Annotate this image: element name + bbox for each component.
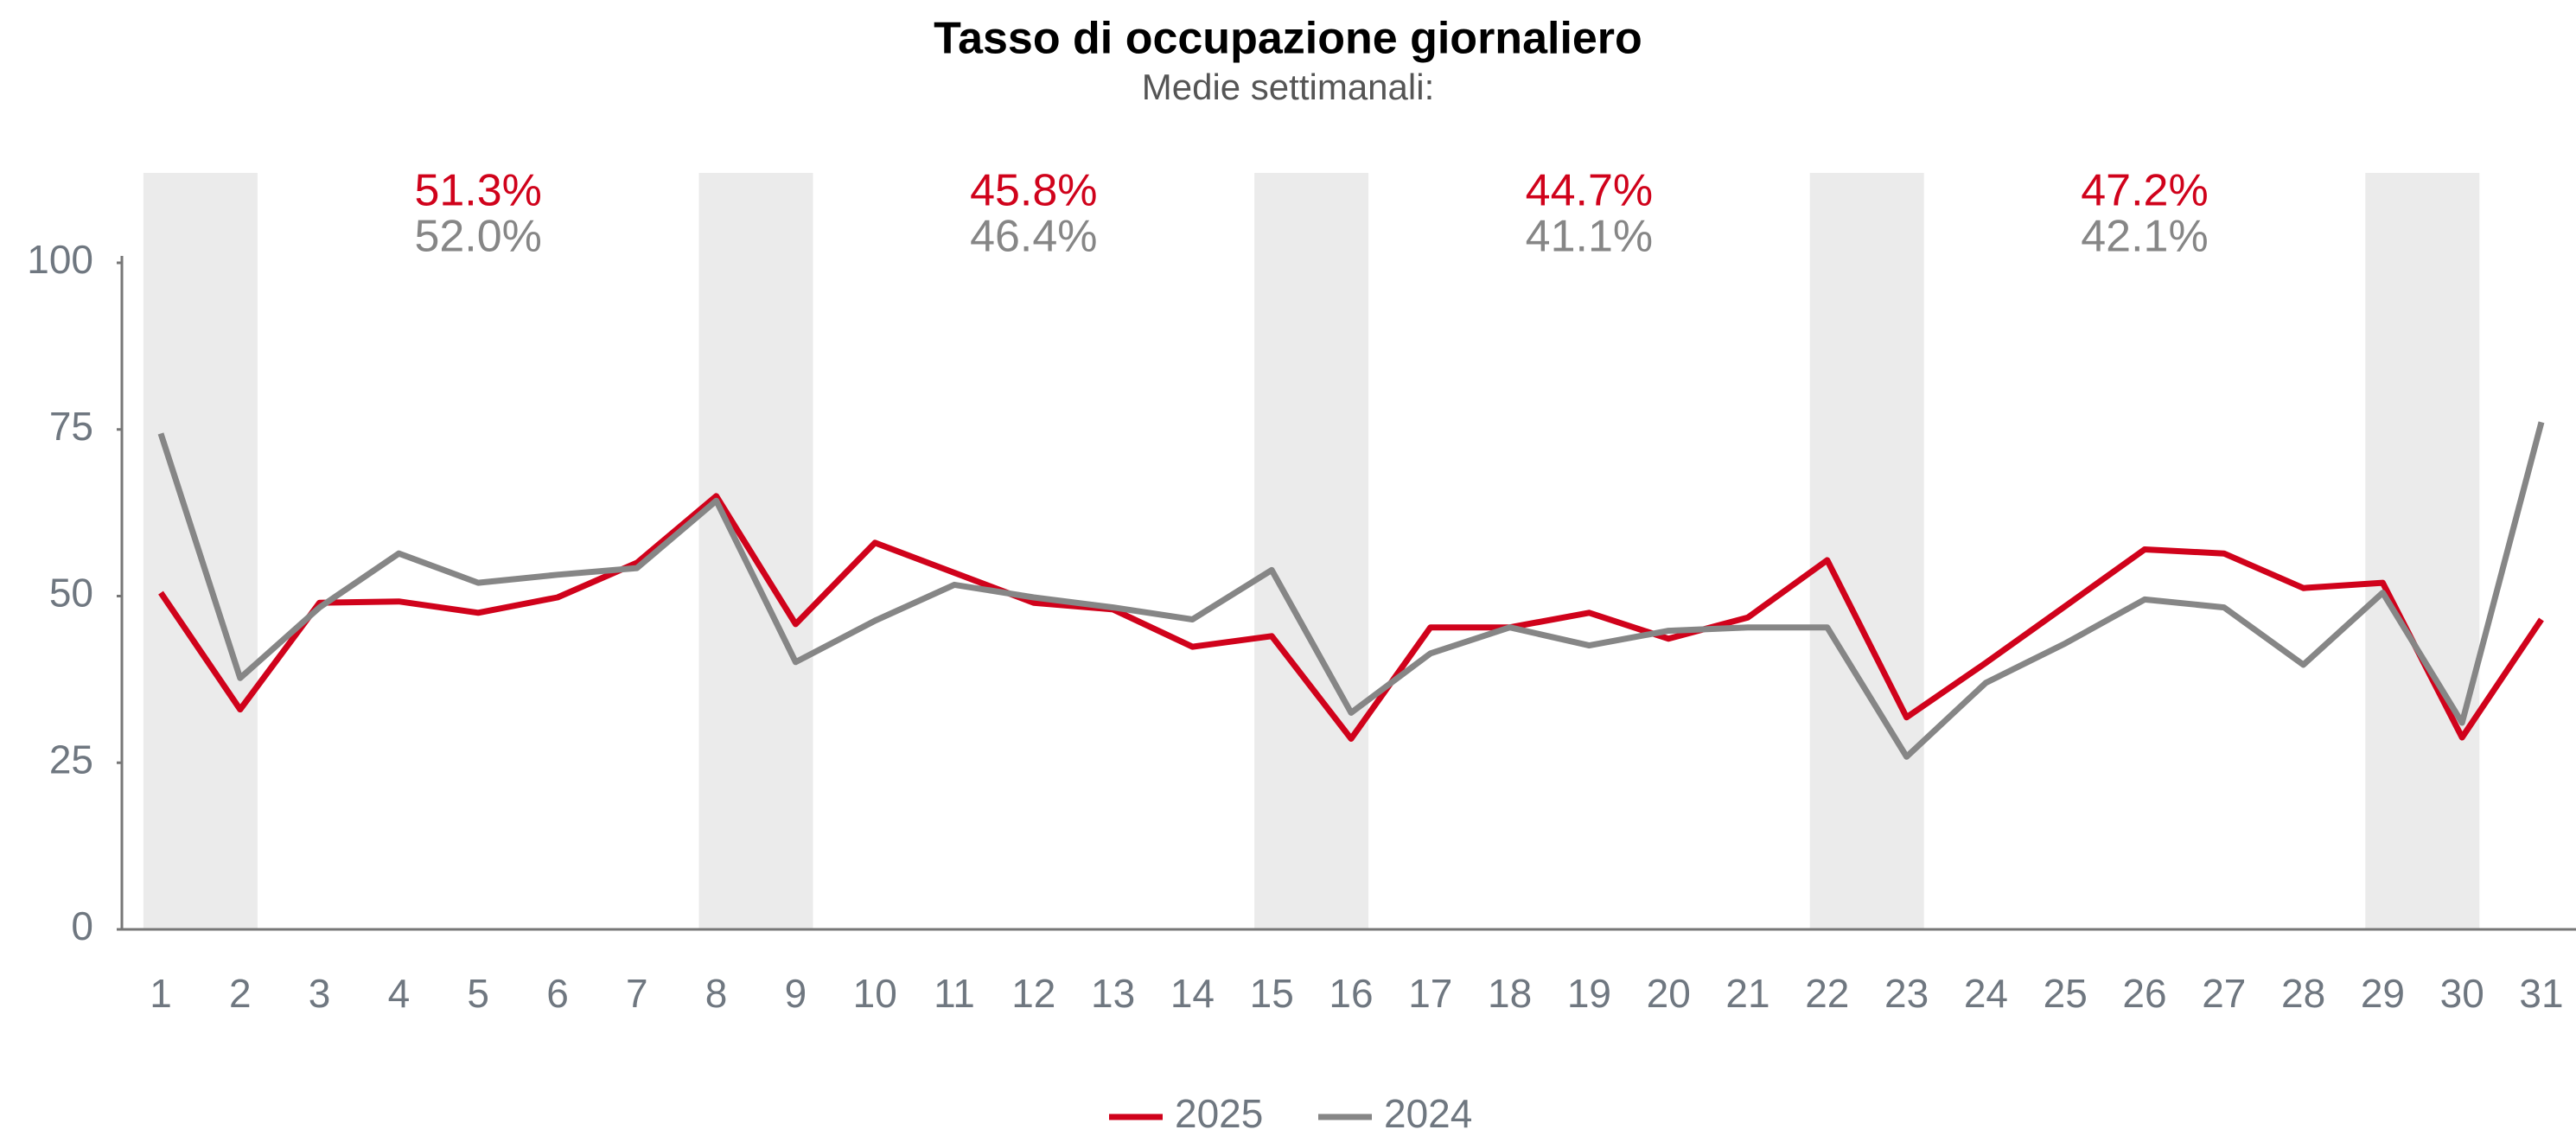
x-tick-label: 25 (2044, 971, 2088, 1016)
x-tick-label: 16 (1329, 971, 1373, 1016)
x-tick-label: 21 (1725, 971, 1769, 1016)
x-tick-label: 9 (785, 971, 807, 1016)
weekly-average: 52.0% (414, 212, 541, 262)
y-tick-label: 25 (49, 737, 93, 782)
y-tick-label: 75 (49, 404, 93, 449)
weekly-average: 46.4% (970, 212, 1097, 262)
x-tick-label: 2 (229, 971, 252, 1016)
series-line (157, 421, 2545, 760)
x-tick-label: 11 (934, 971, 975, 1016)
x-tick-label: 12 (1011, 971, 1055, 1016)
weekly-average: 42.1% (2081, 212, 2208, 262)
x-tick-label: 27 (2202, 971, 2246, 1016)
legend-label: 2024 (1384, 1091, 1472, 1136)
x-tick-label: 6 (546, 971, 569, 1016)
x-tick-label: 22 (1805, 971, 1849, 1016)
x-tick-label: 14 (1170, 971, 1215, 1016)
y-tick-label: 50 (49, 571, 93, 616)
weekend-band (698, 173, 813, 929)
x-tick-label: 20 (1647, 971, 1691, 1016)
y-tick-label: 100 (27, 237, 93, 282)
weekend-band (2365, 173, 2480, 929)
x-tick-label: 23 (1884, 971, 1929, 1016)
x-tick-label: 26 (2122, 971, 2166, 1016)
x-tick-label: 17 (1408, 971, 1452, 1016)
weekend-band (1809, 173, 1924, 929)
x-tick-label: 3 (309, 971, 331, 1016)
weekly-average: 51.3% (414, 166, 541, 216)
x-tick-label: 7 (626, 971, 648, 1016)
x-tick-label: 10 (853, 971, 897, 1016)
weekly-average: 41.1% (1526, 212, 1653, 262)
x-tick-label: 13 (1091, 971, 1135, 1016)
series-line (158, 493, 2544, 742)
weekly-average: 47.2% (2081, 166, 2208, 216)
x-tick-label: 18 (1488, 971, 1532, 1016)
x-tick-label: 31 (2519, 971, 2563, 1016)
x-tick-label: 24 (1964, 971, 2008, 1016)
chart-title: Tasso di occupazione giornaliero (934, 14, 1642, 64)
x-tick-label: 5 (467, 971, 489, 1016)
y-tick-label: 0 (71, 903, 93, 948)
weekly-average: 44.7% (1526, 166, 1653, 216)
x-tick-label: 1 (150, 971, 172, 1016)
weekly-average: 45.8% (970, 166, 1097, 216)
x-tick-label: 8 (705, 971, 728, 1016)
weekend-band (1254, 173, 1369, 929)
x-tick-label: 30 (2440, 971, 2484, 1016)
legend-label: 2025 (1175, 1091, 1263, 1136)
x-tick-label: 15 (1250, 971, 1294, 1016)
chart-subtitle: Medie settimanali: (1142, 67, 1434, 107)
x-tick-label: 4 (388, 971, 411, 1016)
x-tick-label: 29 (2361, 971, 2405, 1016)
x-tick-label: 28 (2281, 971, 2325, 1016)
x-tick-label: 19 (1567, 971, 1611, 1016)
